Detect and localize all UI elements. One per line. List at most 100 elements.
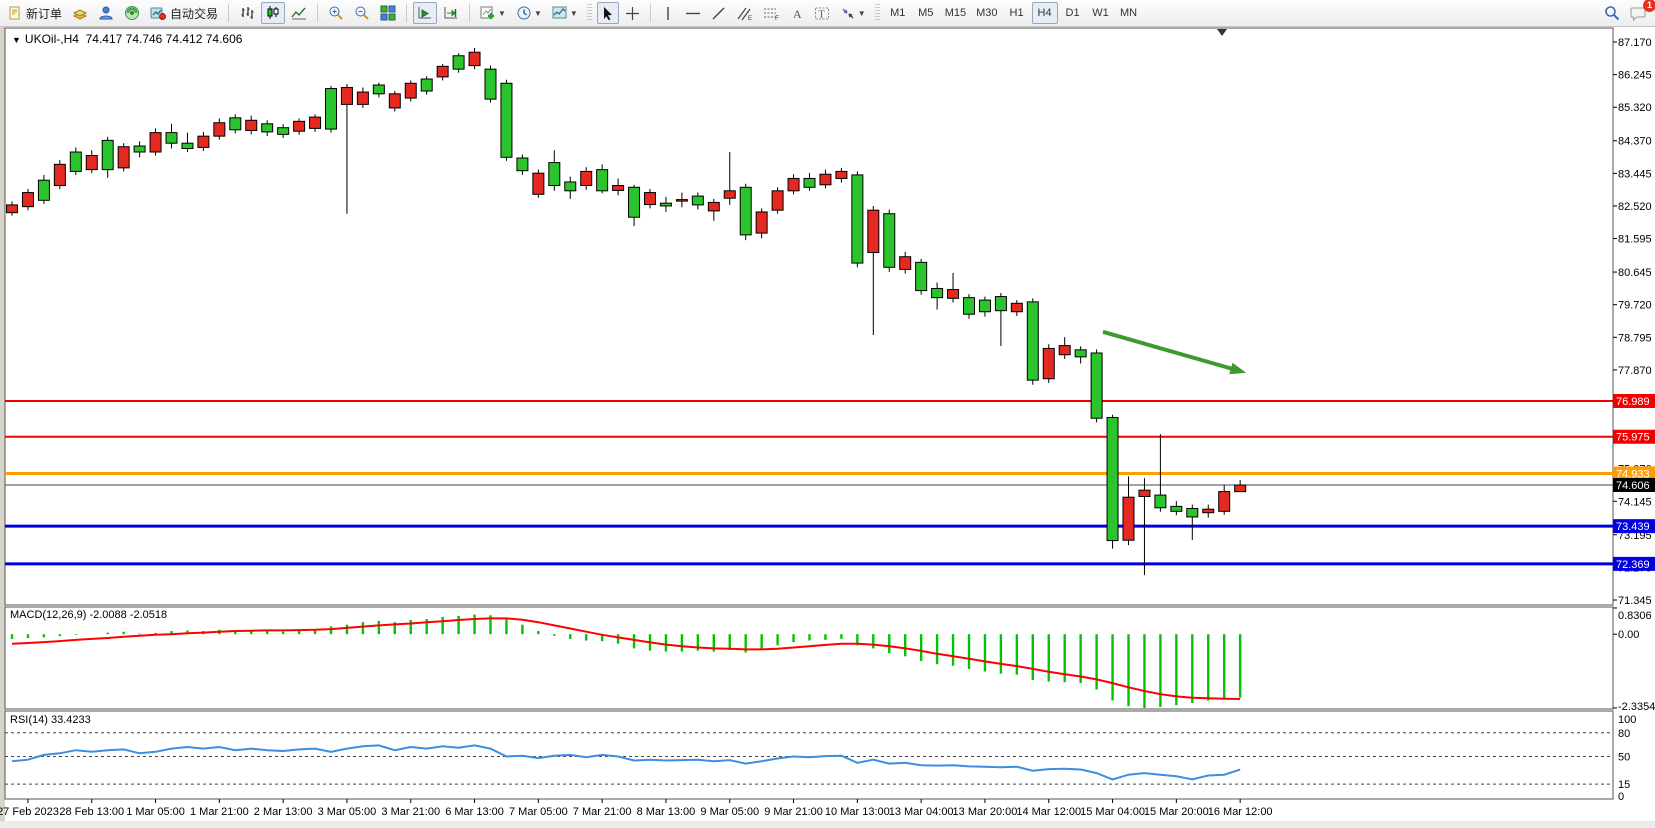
period-button-w1[interactable]: W1 bbox=[1088, 2, 1114, 24]
chart-shift-button[interactable] bbox=[439, 2, 463, 24]
toolbar-grip[interactable] bbox=[586, 4, 592, 22]
zoom-in-button[interactable] bbox=[324, 2, 348, 24]
time-axis-label[interactable]: 3 Mar 21:00 bbox=[381, 806, 440, 818]
horizontal-line-icon bbox=[685, 12, 700, 14]
candle bbox=[37, 179, 50, 201]
bar-chart-icon bbox=[241, 7, 254, 19]
price-badge-label: 74.933 bbox=[1616, 468, 1650, 480]
signals-icon bbox=[125, 6, 140, 20]
time-axis-label[interactable]: 6 Mar 13:00 bbox=[445, 806, 504, 818]
time-axis-label[interactable]: 7 Mar 21:00 bbox=[573, 806, 632, 818]
time-axis-label[interactable]: 2 Mar 13:00 bbox=[254, 806, 313, 818]
candle bbox=[707, 201, 720, 212]
indicators-button[interactable]: ▼ bbox=[476, 2, 510, 24]
candlestick-chart-icon bbox=[267, 6, 279, 19]
toolbar-grip[interactable] bbox=[874, 4, 880, 22]
rsi-axis-label: 50 bbox=[1618, 752, 1630, 764]
candle bbox=[1042, 347, 1055, 380]
time-axis-label[interactable]: 7 Mar 05:00 bbox=[509, 806, 568, 818]
community-button[interactable] bbox=[94, 2, 118, 24]
notifications-button[interactable]: 1 bbox=[1626, 0, 1655, 24]
candle bbox=[1186, 507, 1199, 518]
candlestick-chart-button[interactable] bbox=[261, 2, 286, 24]
chart-shift-icon bbox=[444, 7, 458, 19]
candle bbox=[644, 192, 656, 206]
auto-scroll-button[interactable] bbox=[413, 2, 438, 24]
time-axis-label[interactable]: 13 Mar 20:00 bbox=[953, 806, 1018, 818]
bar-chart-button[interactable] bbox=[235, 2, 259, 24]
zoom-in-icon bbox=[329, 6, 343, 20]
time-axis-label[interactable]: 8 Mar 13:00 bbox=[637, 806, 696, 818]
new-order-button[interactable]: 新订单 bbox=[4, 2, 66, 24]
zoom-out-button[interactable] bbox=[350, 2, 374, 24]
time-axis-label[interactable]: 1 Mar 05:00 bbox=[126, 806, 185, 818]
candle bbox=[1010, 302, 1023, 313]
price-badge-76.989 bbox=[1613, 393, 1655, 408]
market-watch-button[interactable] bbox=[68, 2, 92, 24]
candle bbox=[388, 93, 401, 109]
line-chart-button[interactable] bbox=[287, 2, 311, 24]
trend-arrow-line[interactable] bbox=[1102, 329, 1240, 373]
candle bbox=[580, 170, 593, 187]
templates-button[interactable]: ▼ bbox=[548, 2, 582, 24]
trendline-button[interactable] bbox=[707, 2, 730, 24]
candle bbox=[149, 132, 162, 153]
dropdown-caret: ▼ bbox=[498, 8, 506, 18]
period-button-m15[interactable]: M15 bbox=[941, 2, 970, 24]
signals-button[interactable] bbox=[120, 2, 144, 24]
price-badge-74.606 bbox=[1613, 478, 1655, 493]
cursor-icon bbox=[603, 6, 612, 20]
vertical-line-button[interactable] bbox=[657, 2, 679, 24]
text-button[interactable]: A bbox=[786, 2, 808, 24]
equidistant-channel-button[interactable]: E bbox=[732, 2, 757, 24]
candle bbox=[851, 174, 864, 264]
tile-windows-button[interactable] bbox=[376, 2, 400, 24]
candle bbox=[133, 145, 146, 153]
cursor-button[interactable] bbox=[596, 2, 619, 24]
time-axis-label[interactable]: 28 Feb 13:00 bbox=[59, 806, 124, 818]
time-axis-label[interactable]: 27 Feb 2023 bbox=[0, 806, 59, 818]
period-button-m30[interactable]: M30 bbox=[972, 2, 1001, 24]
macd-axis-label: 0.00 bbox=[1618, 629, 1639, 641]
main-pane bbox=[4, 27, 1614, 606]
price-axis-label: 71.345 bbox=[1618, 595, 1652, 607]
crosshair-button[interactable] bbox=[621, 2, 644, 24]
rsi-line bbox=[11, 744, 1241, 781]
period-button-m5[interactable]: M5 bbox=[913, 2, 939, 24]
collapse-triangle-icon[interactable]: ▼ bbox=[12, 35, 21, 45]
period-buttons: M1 M5 M15 M30 H1 H4 D1 W1 MN bbox=[885, 2, 1142, 24]
time-axis-label[interactable]: 16 Mar 12:00 bbox=[1208, 806, 1273, 818]
period-button-h1[interactable]: H1 bbox=[1004, 2, 1030, 24]
auto-scroll-icon bbox=[418, 7, 432, 19]
toolbar: 新订单 自动交易 bbox=[0, 0, 1655, 27]
time-axis-label[interactable]: 10 Mar 13:00 bbox=[825, 806, 890, 818]
svg-text:F: F bbox=[775, 15, 779, 21]
period-button-h4[interactable]: H4 bbox=[1031, 2, 1058, 24]
candle bbox=[101, 139, 114, 171]
trend-arrow-head[interactable] bbox=[1229, 362, 1247, 375]
time-axis-label[interactable]: 13 Mar 04:00 bbox=[889, 806, 954, 818]
candle bbox=[245, 119, 258, 132]
search-button[interactable] bbox=[1600, 2, 1624, 24]
time-axis-label[interactable]: 15 Mar 04:00 bbox=[1080, 806, 1145, 818]
periods-menu-button[interactable]: ▼ bbox=[512, 2, 546, 24]
time-axis-label[interactable]: 14 Mar 12:00 bbox=[1016, 806, 1081, 818]
candle bbox=[963, 297, 975, 315]
time-axis-label[interactable]: 3 Mar 05:00 bbox=[318, 806, 377, 818]
horizontal-line-button[interactable] bbox=[681, 2, 705, 24]
time-axis-label[interactable]: 1 Mar 21:00 bbox=[190, 806, 249, 818]
rsi-axis-label: 0 bbox=[1618, 791, 1624, 803]
fibonacci-button[interactable]: F bbox=[759, 2, 784, 24]
chart-shift-marker[interactable] bbox=[1217, 29, 1227, 36]
arrows-tool-button[interactable]: ▼ bbox=[836, 2, 870, 24]
auto-trading-button[interactable]: 自动交易 bbox=[146, 2, 222, 24]
period-button-d1[interactable]: D1 bbox=[1060, 2, 1086, 24]
time-axis-label[interactable]: 15 Mar 20:00 bbox=[1144, 806, 1209, 818]
time-axis-label[interactable]: 9 Mar 05:00 bbox=[700, 806, 759, 818]
period-button-mn[interactable]: MN bbox=[1116, 2, 1142, 24]
text-label-button[interactable]: T bbox=[810, 2, 834, 24]
time-axis-label[interactable]: 9 Mar 21:00 bbox=[764, 806, 823, 818]
period-button-m1[interactable]: M1 bbox=[885, 2, 911, 24]
candle bbox=[1026, 301, 1039, 381]
